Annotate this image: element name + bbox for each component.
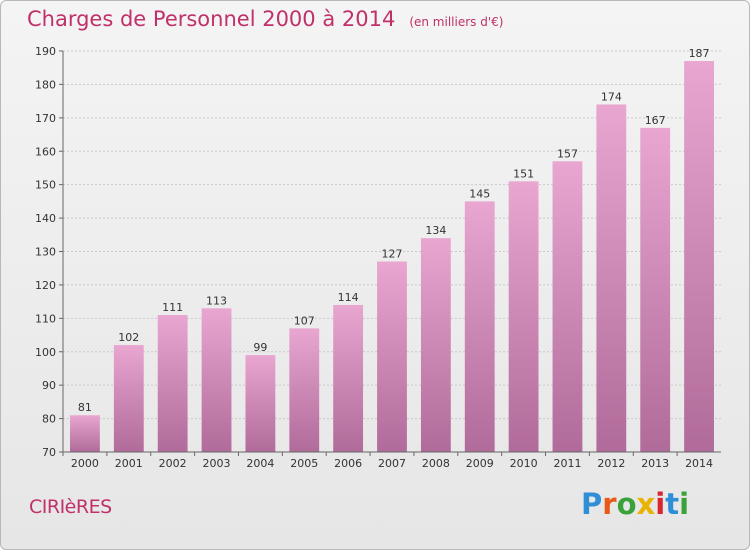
data-label: 111	[162, 301, 183, 314]
data-label: 127	[382, 248, 403, 261]
bar	[552, 161, 583, 452]
bar	[640, 127, 671, 452]
data-label: 134	[425, 224, 446, 237]
data-label: 187	[689, 47, 710, 60]
bar	[464, 201, 495, 452]
logo-letter: r	[602, 487, 617, 521]
bar	[70, 415, 100, 452]
x-tick-label: 2012	[597, 457, 625, 470]
logo-letter: i	[655, 487, 666, 521]
x-tick-label: 2000	[71, 457, 99, 470]
bar	[333, 304, 364, 452]
bar	[289, 328, 320, 452]
x-tick-label: 2013	[641, 457, 669, 470]
bar	[245, 355, 276, 452]
logo-letter: o	[616, 487, 637, 521]
bars: 81 102 111 113 99 107 114 127 134 145 151 157 174 167…	[70, 47, 714, 453]
data-label: 102	[118, 331, 139, 344]
x-tick-label: 2011	[553, 457, 581, 470]
y-tick-label: 120	[35, 279, 56, 292]
logo-letter: P	[581, 487, 603, 521]
bar	[596, 104, 627, 452]
bar	[157, 314, 188, 452]
data-label: 145	[469, 187, 490, 200]
x-tick-label: 2001	[115, 457, 143, 470]
bar	[684, 61, 714, 453]
y-tick-label: 90	[42, 379, 56, 392]
data-label: 99	[253, 341, 267, 354]
y-tick-label: 180	[35, 78, 56, 91]
chart-subtitle: (en milliers d'€)	[409, 15, 504, 29]
bar	[377, 261, 407, 452]
y-tick-label: 100	[35, 346, 56, 359]
x-tick-label: 2014	[685, 457, 713, 470]
bar	[201, 308, 232, 452]
bar	[508, 181, 539, 452]
axes: 70 80 90 100 110 120 130 140 150 160 170 180 190 2000…	[35, 45, 721, 470]
logo-letter: t	[665, 487, 680, 521]
x-tick-label: 2009	[466, 457, 494, 470]
y-tick-label: 80	[42, 413, 56, 426]
x-tick-label: 2004	[246, 457, 274, 470]
bar	[420, 238, 451, 452]
x-tick-label: 2006	[334, 457, 362, 470]
data-label: 113	[206, 294, 227, 307]
x-tick-label: 2002	[159, 457, 187, 470]
y-tick-label: 190	[35, 45, 56, 58]
data-label: 174	[601, 90, 622, 103]
data-label: 157	[557, 147, 578, 160]
y-tick-label: 170	[35, 112, 56, 125]
commune-name: CIRIèRES	[29, 496, 112, 518]
data-label: 151	[513, 167, 534, 180]
x-tick-label: 2010	[510, 457, 538, 470]
y-tick-label: 130	[35, 246, 56, 259]
y-tick-label: 70	[42, 446, 56, 459]
y-tick-label: 140	[35, 212, 56, 225]
y-tick-label: 160	[35, 145, 56, 158]
logo-letter: i	[679, 487, 690, 521]
logo-letter: x	[636, 487, 656, 521]
chart-title-line: Charges de Personnel 2000 à 2014 (en mill…	[27, 7, 503, 31]
data-label: 114	[338, 291, 359, 304]
x-tick-label: 2008	[422, 457, 450, 470]
data-label: 81	[78, 401, 92, 414]
bar	[113, 345, 144, 452]
y-tick-label: 110	[35, 312, 56, 325]
data-label: 167	[645, 114, 666, 127]
x-tick-label: 2003	[203, 457, 231, 470]
x-tick-label: 2005	[290, 457, 318, 470]
x-tick-label: 2007	[378, 457, 406, 470]
proxiti-logo[interactable]: Proxiti	[581, 487, 689, 521]
data-label: 107	[294, 314, 315, 327]
chart-title: Charges de Personnel 2000 à 2014	[27, 7, 396, 31]
y-tick-label: 150	[35, 179, 56, 192]
